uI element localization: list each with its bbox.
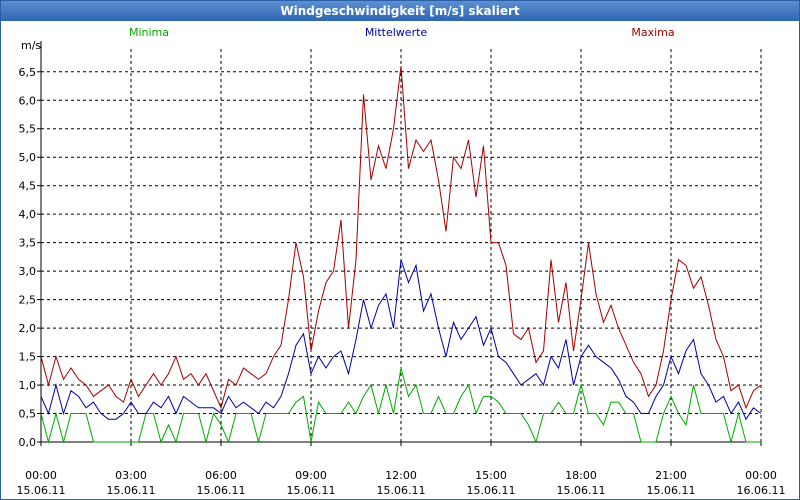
x-tick-time: 00:00: [25, 469, 57, 482]
x-tick-date: 15.06.11: [107, 484, 156, 497]
x-tick-time: 21:00: [655, 469, 687, 482]
window-title: Windgeschwindigkeit [m/s] skaliert: [1, 1, 799, 21]
series-layer: [40, 66, 762, 444]
y-tick-label: 4,5: [19, 180, 37, 193]
x-tick-time: 15:00: [475, 469, 507, 482]
y-tick-label: 0,0: [19, 436, 37, 449]
x-tick-time: 00:00: [745, 469, 777, 482]
x-tick-time: 09:00: [295, 469, 327, 482]
legend-maxima: Maxima: [631, 26, 674, 39]
chart-plot: 0,0 0,5 1,0 1,5 2,0 2,5 3,0 3,5 4,0 4,5 5,0 5,5 6,0 6…: [17, 26, 786, 497]
series-line-minima: [40, 367, 761, 444]
y-tick-label: 3,0: [19, 265, 37, 278]
x-tick-date: 15.06.11: [467, 484, 516, 497]
y-tick-label: 5,5: [19, 123, 37, 136]
legend-minima: Minima: [129, 26, 169, 39]
x-tick-date: 16.06.11: [737, 484, 786, 497]
y-tick-label: 6,0: [19, 94, 37, 107]
series-line-mittelwerte: [40, 259, 762, 421]
x-tick-date: 15.06.11: [17, 484, 66, 497]
series-line-maxima: [40, 66, 762, 410]
y-tick-label: 5,0: [19, 151, 37, 164]
x-tick-date: 15.06.11: [647, 484, 696, 497]
x-tick-time: 12:00: [385, 469, 417, 482]
y-tick-label: 4,0: [19, 208, 37, 221]
x-tick-time: 18:00: [565, 469, 597, 482]
label-layer: 0,0 0,5 1,0 1,5 2,0 2,5 3,0 3,5 4,0 4,5 5,0 5,5 6,0 6…: [17, 26, 786, 497]
y-axis-label: m/s: [21, 39, 41, 52]
x-tick-date: 15.06.11: [557, 484, 606, 497]
y-tick-label: 1,0: [19, 379, 37, 392]
y-tick-label: 2,5: [19, 294, 37, 307]
y-tick-label: 3,5: [19, 237, 37, 250]
y-tick-label: 0,5: [19, 408, 37, 421]
y-tick-label: 6,5: [19, 66, 37, 79]
legend-mittelwerte: Mittelwerte: [365, 26, 428, 39]
x-tick-date: 15.06.11: [287, 484, 336, 497]
x-tick-time: 03:00: [115, 469, 147, 482]
y-tick-label: 2,0: [19, 322, 37, 335]
x-tick-time: 06:00: [205, 469, 237, 482]
y-tick-label: 1,5: [19, 351, 37, 364]
x-tick-date: 15.06.11: [377, 484, 426, 497]
grid-layer: [41, 49, 762, 442]
x-tick-date: 15.06.11: [197, 484, 246, 497]
